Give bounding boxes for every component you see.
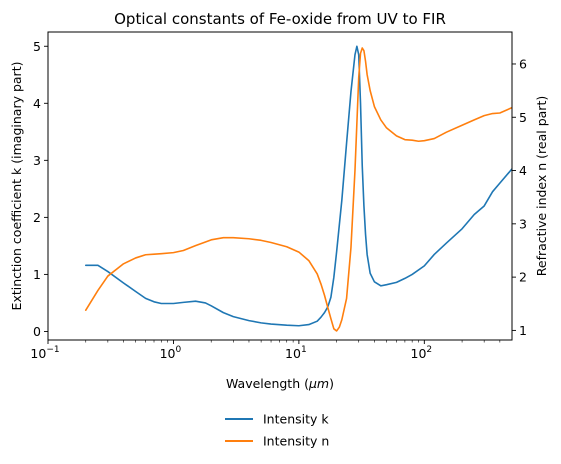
axes-frame bbox=[47, 31, 513, 341]
x-tick-label: 100 bbox=[160, 345, 182, 361]
x-tick-exponent: −1 bbox=[46, 345, 59, 355]
x-tick-base: 10 bbox=[30, 346, 46, 361]
x-axis-label-suffix: ) bbox=[329, 376, 334, 391]
left-y-tick-label: 2 bbox=[33, 210, 41, 225]
x-axis-label: Wavelength (μm) bbox=[226, 376, 334, 391]
right-y-tick-label: 6 bbox=[519, 56, 527, 71]
left-y-tick-label: 0 bbox=[33, 324, 41, 339]
x-axis-label-unit: μm bbox=[308, 376, 329, 391]
x-tick-label: 10−1 bbox=[30, 345, 59, 361]
left-y-tick-label: 4 bbox=[33, 96, 41, 111]
plot-area bbox=[47, 31, 513, 341]
right-y-tick-label: 1 bbox=[519, 323, 527, 338]
series-line-k bbox=[84, 45, 512, 327]
x-tick-exponent: 2 bbox=[426, 345, 432, 355]
legend-label-k: Intensity k bbox=[263, 412, 329, 427]
right-y-tick-label: 3 bbox=[519, 216, 527, 231]
series-group bbox=[84, 45, 512, 332]
right-y-tick-label: 5 bbox=[519, 110, 527, 125]
left-y-tick-label: 3 bbox=[33, 153, 41, 168]
left-axis-label: Extinction coefficient k (imaginary part… bbox=[9, 62, 24, 311]
x-tick-label: 101 bbox=[285, 345, 307, 361]
left-y-tick-label: 5 bbox=[33, 39, 41, 54]
x-axis-label-prefix: Wavelength ( bbox=[226, 376, 309, 391]
chart-title: Optical constants of Fe-oxide from UV to… bbox=[114, 10, 446, 28]
x-tick-base: 10 bbox=[411, 346, 427, 361]
legend: Intensity k Intensity n bbox=[225, 412, 329, 449]
x-tick-base: 10 bbox=[160, 346, 176, 361]
right-y-tick-label: 4 bbox=[519, 163, 527, 178]
x-tick-exponent: 1 bbox=[301, 345, 307, 355]
series-line-n bbox=[84, 47, 512, 332]
legend-label-n: Intensity n bbox=[263, 434, 329, 449]
right-y-tick-label: 2 bbox=[519, 270, 527, 285]
x-tick-exponent: 0 bbox=[176, 345, 182, 355]
x-tick-base: 10 bbox=[285, 346, 301, 361]
right-axis-label: Refractive index n (real part) bbox=[534, 96, 549, 276]
left-y-tick-label: 1 bbox=[33, 267, 41, 282]
x-tick-label: 102 bbox=[411, 345, 433, 361]
